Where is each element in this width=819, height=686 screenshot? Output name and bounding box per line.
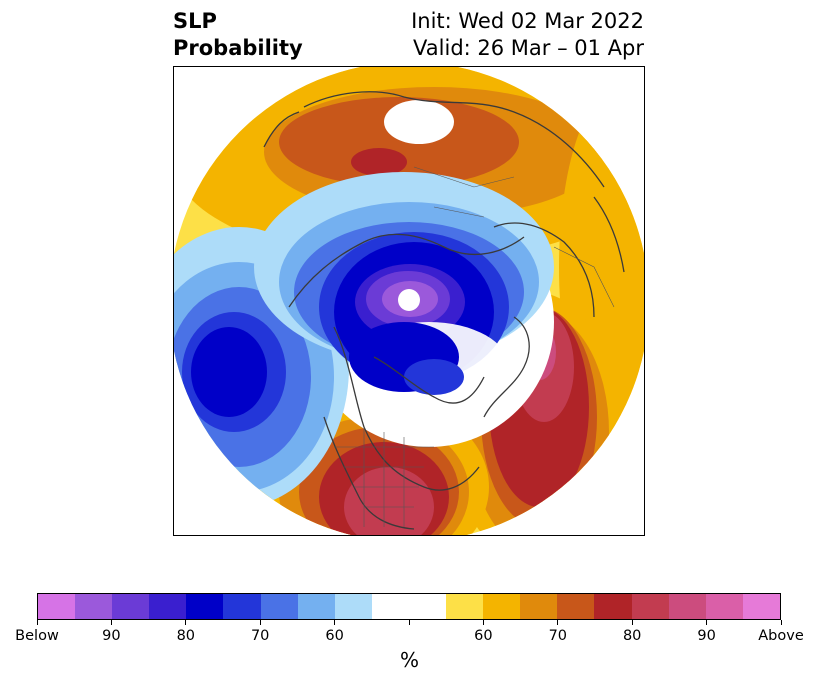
colorbar-segment (705, 594, 743, 619)
colorbar-tick (482, 620, 484, 625)
colorbar-tick (259, 620, 261, 625)
field-above-red-north (351, 148, 407, 176)
colorbar-tick-label: 60 (325, 628, 344, 644)
borders (334, 166, 615, 527)
colorbar-tick-label: 90 (102, 628, 121, 644)
colorbar-segment (149, 594, 187, 619)
colorbar-tick-label: 90 (697, 628, 716, 644)
map-dates: Init: Wed 02 Mar 2022 Valid: 26 Mar – 01… (411, 8, 644, 62)
colorbar-tick-label: 80 (622, 628, 642, 644)
colorbar-tick-label: Above (758, 628, 804, 644)
colorbar-tick-label: 70 (548, 628, 568, 644)
coastlines (263, 91, 625, 530)
colorbar-tick-label: 70 (250, 628, 270, 644)
colorbar-segment (408, 594, 447, 619)
init-date: Init: Wed 02 Mar 2022 (411, 9, 644, 33)
colorbar-tick (334, 620, 336, 625)
colorbar-segment (186, 594, 224, 619)
colorbar-segment (446, 594, 484, 619)
colorbar-segment (557, 594, 595, 619)
colorbar-tick-label: 60 (474, 628, 493, 644)
colorbar-tick (557, 620, 559, 625)
colorbar-tick-label: Below (15, 628, 59, 644)
colorbar-unit: % (399, 648, 419, 672)
colorbar-tick (408, 620, 410, 625)
map-title: SLP Probability (173, 8, 303, 62)
colorbar-tick (631, 620, 633, 625)
colorbar-segment (260, 594, 298, 619)
colorbar-segment (38, 594, 76, 619)
colorbar-segment (520, 594, 558, 619)
colorbar-ticks: Below 90 80 70 60 60 70 80 90 Above (15, 620, 804, 650)
colorbar-tick-label: 80 (176, 628, 196, 644)
colorbar-segment (371, 594, 409, 619)
colorbar-segment (297, 594, 335, 619)
colorbar-segment (112, 594, 150, 619)
probability-map (173, 66, 645, 536)
colorbar-segment (742, 594, 780, 619)
colorbar-segment (334, 594, 372, 619)
title-line-1: SLP (173, 9, 217, 33)
colorbar-segment (223, 594, 261, 619)
colorbar-segment (483, 594, 521, 619)
colorbar-segment (75, 594, 113, 619)
colorbar-segment (668, 594, 706, 619)
colorbar-tick (36, 620, 38, 625)
colorbar-segment (594, 594, 632, 619)
valid-range: Valid: 26 Mar – 01 Apr (413, 36, 644, 60)
colorbar (37, 593, 781, 620)
title-line-2: Probability (173, 36, 303, 60)
colorbar-tick (185, 620, 187, 625)
colorbar-tick (706, 620, 708, 625)
pole-marker (398, 289, 420, 311)
hemisphere-map (174, 67, 644, 535)
colorbar-segment (631, 594, 669, 619)
colorbar-tick (780, 620, 782, 625)
colorbar-tick (110, 620, 112, 625)
field-below-strong-west (191, 327, 267, 417)
